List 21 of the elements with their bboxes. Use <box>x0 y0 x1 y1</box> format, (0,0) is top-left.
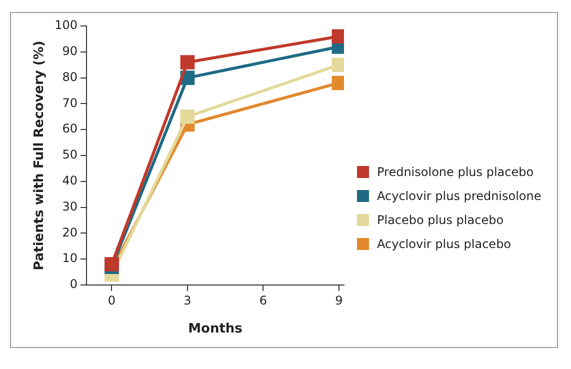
legend-label: Placebo plus placebo <box>377 213 504 227</box>
y-tick-label: 40 <box>62 174 78 188</box>
x-tick-label: 9 <box>335 293 343 308</box>
y-tick-label: 50 <box>62 148 78 162</box>
y-tick-label: 20 <box>62 225 78 240</box>
x-tick-label: 6 <box>259 293 268 308</box>
x-tick-label: 3 <box>184 293 192 308</box>
y-tick-label: 30 <box>62 199 78 214</box>
x-axis-title: Months <box>188 322 243 337</box>
y-axis-title: Patients with Full Recovery (%) <box>32 40 48 270</box>
y-tick-label: 10 <box>62 251 78 266</box>
y-tick-label: 90 <box>62 44 78 58</box>
y-tick-label: 60 <box>62 122 78 136</box>
y-tick-label: 80 <box>62 70 78 84</box>
legend-label: Acyclovir plus prednisolone <box>377 189 542 203</box>
y-tick-label: 70 <box>62 96 78 110</box>
y-tick-label: 100 <box>54 18 78 32</box>
y-tick-label: 0 <box>70 277 78 292</box>
legend-label: Acyclovir plus placebo <box>377 237 512 251</box>
legend-label: Prednisolone plus placebo <box>377 165 534 179</box>
x-tick-label: 0 <box>108 293 116 308</box>
